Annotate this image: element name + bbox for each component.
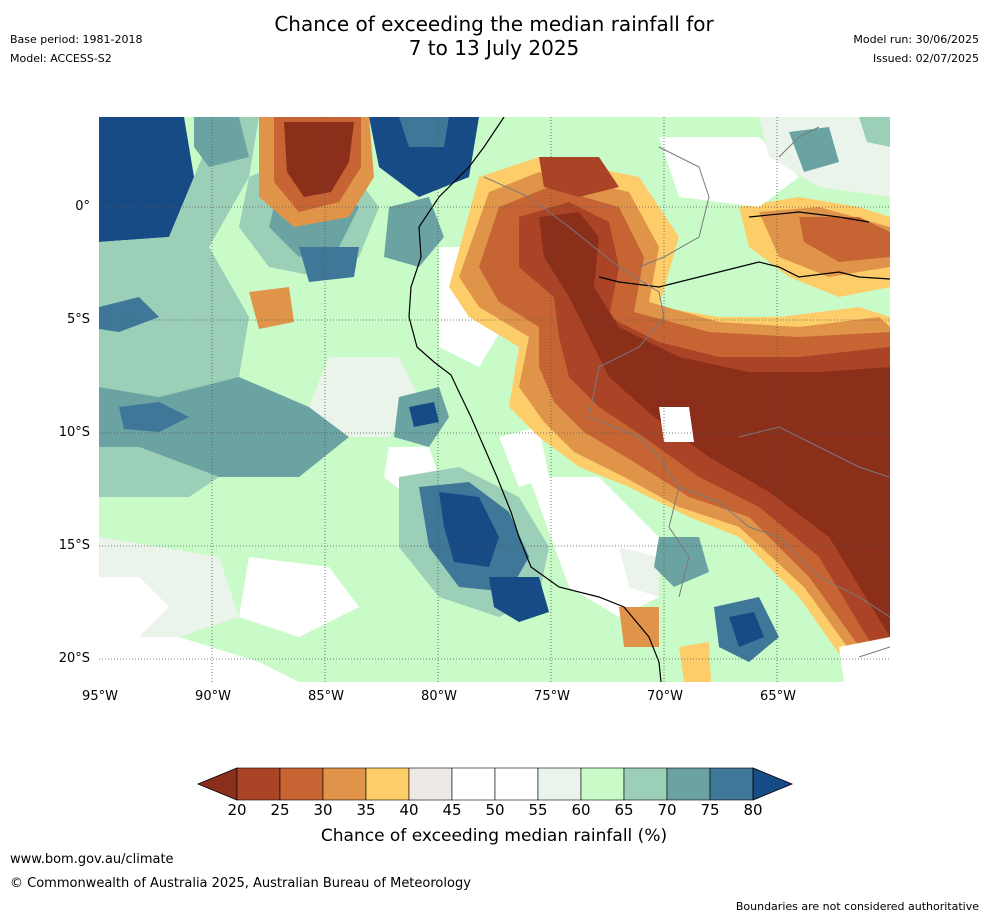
colorbar-tick-label: 55 [528,801,548,819]
colorbar-segment [623,767,668,801]
colorbar-tick-label: 60 [571,801,591,819]
colorbar-tick-label: 40 [399,801,419,819]
colorbar-tick-label: 35 [356,801,376,819]
lat-label-20s: 20°S [58,651,90,666]
disclaimer-text: Boundaries are not considered authoritat… [735,900,979,913]
lon-label-65w: 65°W [760,689,796,704]
model-text: Model: ACCESS-S2 [10,52,112,65]
colorbar-tick-label: 70 [657,801,677,819]
colorbar-segment [666,767,711,801]
probability-fields [99,117,890,682]
lon-label-80w: 80°W [421,689,457,704]
coastlines [408,117,890,682]
lon-label-95w: 95°W [82,689,118,704]
lon-label-75w: 75°W [534,689,570,704]
colorbar-tick-label: 75 [700,801,720,819]
title-line-2: 7 to 13 July 2025 [408,36,580,60]
lon-label-85w: 85°W [308,689,344,704]
colorbar-tick-label: 50 [485,801,505,819]
colorbar-label: Chance of exceeding median rainfall (%) [320,826,668,846]
map-title: Chance of exceeding the median rainfall … [0,12,988,60]
lon-label-90w: 90°W [195,689,231,704]
colorbar-segment [236,767,281,801]
colorbar-segment [365,767,410,801]
country-borders [483,126,890,658]
colorbar-tick-label: 45 [442,801,462,819]
website-text: www.bom.gov.au/climate [10,852,174,867]
rainfall-probability-map [99,117,890,682]
colorbar-tick-label: 65 [614,801,634,819]
base-period-text: Base period: 1981-2018 [10,33,143,46]
colorbar-segment [322,767,367,801]
colorbar-segment [451,767,496,801]
colorbar-segment [580,767,625,801]
colorbar-arrow-low [196,767,238,801]
colorbar-tick-label: 25 [270,801,290,819]
colorbar-tick-label: 20 [227,801,247,819]
title-line-1: Chance of exceeding the median rainfall … [274,12,714,36]
lat-label-5s: 5°S [66,312,90,327]
lat-label-0: 0° [75,199,90,214]
colorbar-segment [494,767,539,801]
issued-text: Issued: 02/07/2025 [872,52,979,65]
colorbar-segment [279,767,324,801]
model-run-text: Model run: 30/06/2025 [853,33,979,46]
copyright-text: © Commonwealth of Australia 2025, Austra… [10,876,471,891]
colorbar-tick-label: 80 [743,801,763,819]
lon-label-70w: 70°W [647,689,683,704]
colorbar-arrow-high [752,767,794,801]
colorbar-segment [408,767,453,801]
lat-label-15s: 15°S [58,538,90,553]
graticule [99,117,890,682]
lat-label-10s: 10°S [58,425,90,440]
colorbar [196,767,794,801]
colorbar-tick-label: 30 [313,801,333,819]
colorbar-segment [537,767,582,801]
colorbar-segment [709,767,754,801]
